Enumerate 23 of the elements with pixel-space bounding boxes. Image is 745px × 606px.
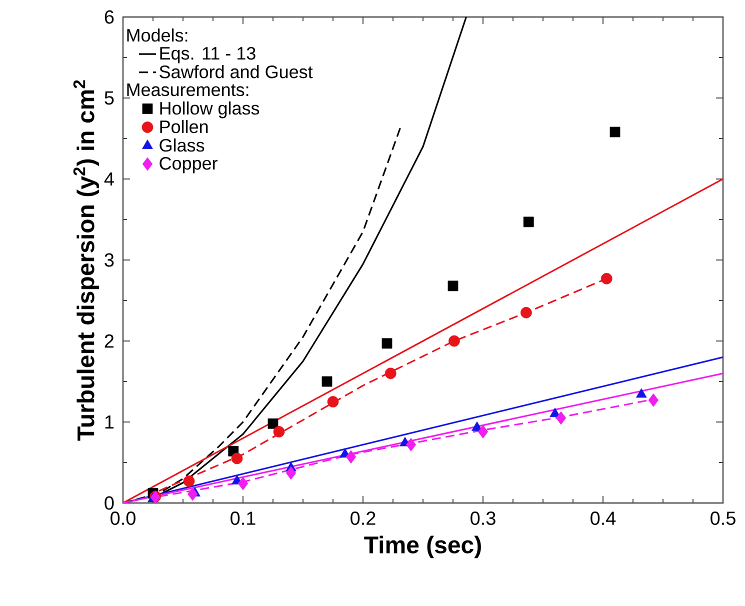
y-tick-label: 0 [104,496,114,510]
x-axis-title: Time (sec) [364,536,481,558]
y-tick-label: 4 [104,172,114,186]
legend-label: Pollen [160,120,208,134]
legend-label: Hollow glass [160,101,260,118]
y-axis-title: Turbulent dispersion (y$^{2}$) in cm$^{2}$ [73,80,100,441]
x-tick-label: 0.5 [710,512,736,525]
x-tick-label: 0.1 [230,512,256,525]
legend-title: Models: [127,28,188,42]
y-tick-label: 2 [104,334,114,348]
annotation: Measurements: [127,84,248,96]
legend-label: Eqs. 11 - 13 [160,47,256,64]
x-tick-label: 0.0 [110,512,136,525]
y-tick-label: 5 [104,91,114,105]
x-tick-label: 0.4 [590,512,616,525]
y-tick-label: 1 [105,415,114,429]
y-tick-label: 3 [104,253,114,267]
legend-label: Copper [160,157,218,174]
x-tick-label: 0.2 [350,512,376,525]
legend-label: Glass [160,138,204,152]
x-tick-label: 0.3 [470,512,496,525]
y-tick-label: 6 [104,10,114,24]
legend-label: Sawford and Guest [160,65,313,78]
